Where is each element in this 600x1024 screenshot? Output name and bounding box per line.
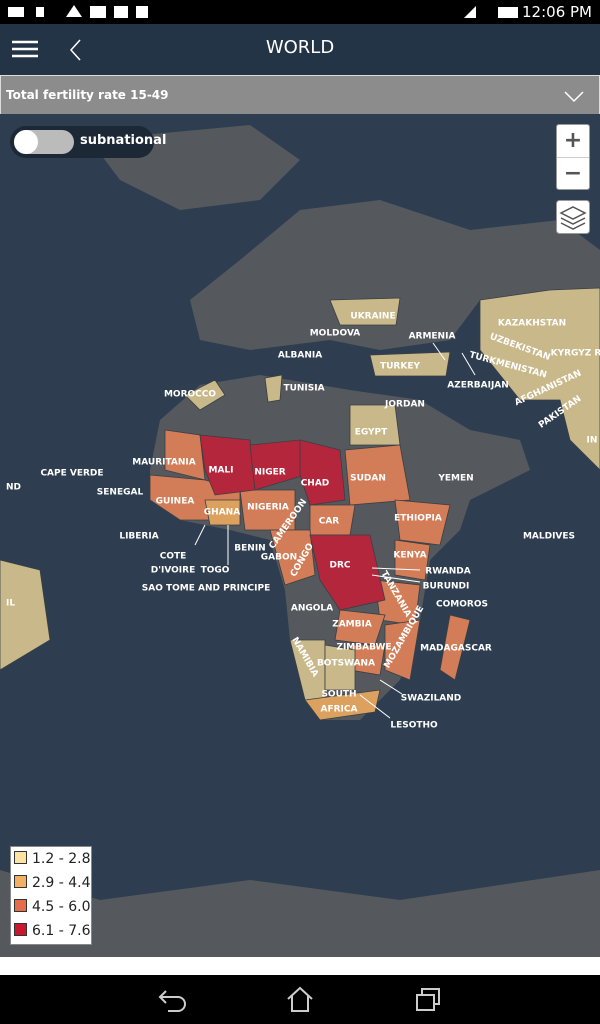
country-label: NIGER bbox=[254, 468, 285, 478]
country-label: GABON bbox=[261, 553, 297, 563]
country-label: RWANDA bbox=[425, 567, 470, 577]
country-label: NIGERIA bbox=[247, 503, 289, 513]
country-label: TUNISIA bbox=[283, 384, 324, 394]
home-key[interactable] bbox=[286, 985, 314, 1013]
legend-label: 4.5 - 6.0 bbox=[32, 899, 91, 915]
country-label: GUINEA bbox=[156, 497, 195, 507]
country-label: ALBANIA bbox=[278, 351, 322, 361]
country-label: ZIMBABWE bbox=[336, 643, 391, 653]
indicator-dropdown[interactable]: Total fertility rate 15-49 bbox=[0, 75, 600, 115]
country-label: KAZAKHSTAN bbox=[498, 319, 566, 329]
country-label: BURUNDI bbox=[423, 582, 470, 592]
system-icons bbox=[464, 6, 518, 18]
menu-button[interactable] bbox=[12, 40, 40, 60]
country-label: MADAGASCAR bbox=[420, 644, 492, 654]
app-header: WORLD bbox=[0, 24, 600, 75]
country-label: ANGOLA bbox=[291, 604, 333, 614]
leader-lines bbox=[194, 342, 476, 719]
subnational-toggle[interactable]: subnational bbox=[10, 126, 166, 158]
recents-key[interactable] bbox=[414, 987, 442, 1013]
legend-swatch bbox=[14, 875, 27, 888]
legend-label: 1.2 - 2.8 bbox=[32, 851, 91, 867]
dropdown-arrow bbox=[564, 91, 584, 103]
country-label: MOLDOVA bbox=[310, 329, 361, 339]
country-label: LESOTHO bbox=[390, 721, 438, 731]
country-label: CAPE VERDE bbox=[40, 469, 103, 479]
zoom-control: + − bbox=[556, 124, 590, 190]
nav-bar bbox=[0, 975, 600, 1024]
bottom-strip bbox=[0, 957, 600, 975]
zoom-in[interactable]: + bbox=[557, 125, 589, 158]
country-label: JORDAN bbox=[384, 400, 425, 410]
country-label: D'IVOIRE bbox=[151, 566, 195, 576]
country-label: EGYPT bbox=[355, 428, 388, 438]
country-label: MALDIVES bbox=[523, 532, 575, 542]
legend-item: 2.9 - 4.4 bbox=[14, 875, 90, 893]
country-label: COTE bbox=[160, 552, 187, 562]
country-label: MOROCCO bbox=[164, 390, 216, 400]
legend-label: 6.1 - 7.6 bbox=[32, 923, 91, 939]
page-title: WORLD bbox=[265, 37, 335, 58]
country-label: SAO TOME AND PRINCIPE bbox=[142, 584, 270, 594]
country-label: AZERBAIJAN bbox=[447, 381, 509, 391]
country-label: SENEGAL bbox=[97, 488, 144, 498]
country-label: DRC bbox=[329, 561, 350, 571]
legend-item: 1.2 - 2.8 bbox=[14, 851, 90, 869]
country-label: BENIN bbox=[234, 544, 265, 554]
legend-item: 6.1 - 7.6 bbox=[14, 923, 90, 941]
country-label: TURKEY bbox=[380, 362, 420, 372]
country-label: TOGO bbox=[201, 566, 230, 576]
country-label: ND bbox=[6, 483, 21, 493]
clock: 12:06 PM bbox=[522, 3, 592, 21]
legend-swatch bbox=[14, 923, 27, 936]
country-label: SUDAN bbox=[350, 474, 386, 484]
toggle-label: subnational bbox=[80, 133, 167, 148]
legend-item: 4.5 - 6.0 bbox=[14, 899, 90, 917]
legend-swatch bbox=[14, 851, 27, 864]
country-label: CHAD bbox=[301, 479, 330, 489]
status-bar: 12:06 PM bbox=[0, 0, 600, 24]
country-label: YEMEN bbox=[437, 474, 473, 484]
indicator-label: Total fertility rate 15-49 bbox=[6, 88, 169, 102]
country-label: LIBERIA bbox=[119, 532, 158, 542]
notification-icons bbox=[8, 5, 148, 18]
country-label: UKRAINE bbox=[350, 312, 395, 322]
country-label: ARMENIA bbox=[409, 332, 456, 342]
country-label: ETHIOPIA bbox=[394, 514, 442, 524]
country-label: KYRGYZ R bbox=[551, 349, 600, 359]
country-label: SOUTH bbox=[321, 690, 356, 700]
country-label: KENYA bbox=[393, 551, 426, 561]
country-label: AFRICA bbox=[321, 705, 358, 715]
legend: 1.2 - 2.8 2.9 - 4.4 4.5 - 6.0 6.1 - 7.6 bbox=[10, 846, 92, 945]
country-label: CAR bbox=[319, 517, 340, 527]
countries bbox=[0, 287, 600, 721]
legend-label: 2.9 - 4.4 bbox=[32, 875, 91, 891]
country-label: BOTSWANA bbox=[317, 659, 375, 669]
legend-swatch bbox=[14, 899, 27, 912]
country-label: GHANA bbox=[204, 508, 240, 518]
back-key[interactable] bbox=[158, 987, 188, 1013]
country-label: ZAMBIA bbox=[332, 620, 372, 630]
country-label: MAURITANIA bbox=[132, 458, 196, 468]
country-label: SWAZILAND bbox=[401, 694, 462, 704]
country-label: MALI bbox=[208, 466, 233, 476]
back-button[interactable] bbox=[68, 38, 82, 62]
country-label: IN bbox=[587, 436, 598, 446]
zoom-out[interactable]: − bbox=[563, 161, 583, 186]
country-label: IL bbox=[6, 599, 15, 609]
country-label: COMOROS bbox=[436, 600, 488, 610]
layers-button[interactable] bbox=[556, 200, 590, 234]
